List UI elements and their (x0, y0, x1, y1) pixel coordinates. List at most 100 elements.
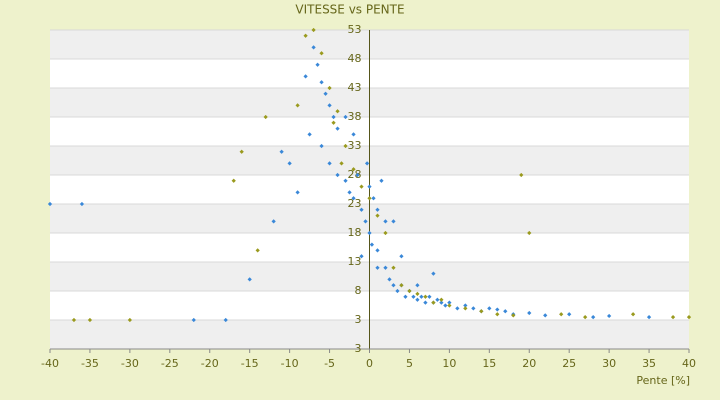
point (519, 172, 524, 178)
point (591, 314, 596, 320)
y-tick-label: 38 (348, 110, 362, 123)
point (247, 277, 252, 282)
x-tick-label: 10 (442, 357, 456, 370)
point (411, 294, 416, 299)
point (427, 294, 432, 299)
y-tick-label: 18 (348, 226, 362, 239)
x-tick-label: -35 (81, 357, 99, 370)
y-tick-label: 28 (348, 168, 362, 181)
point (423, 294, 428, 299)
x-tick-label: -40 (41, 357, 59, 370)
point (359, 184, 364, 189)
point (646, 314, 652, 320)
point (387, 277, 392, 282)
point (383, 230, 388, 236)
point (503, 309, 508, 314)
point (191, 317, 196, 323)
point (79, 201, 85, 207)
point (369, 242, 375, 247)
point (447, 300, 452, 305)
point (435, 297, 440, 302)
y-tick-label: 48 (348, 52, 362, 65)
x-tick-label: 15 (482, 357, 496, 370)
point (443, 303, 448, 308)
point (415, 283, 420, 288)
point (463, 306, 468, 311)
x-tick-label: -10 (281, 357, 299, 370)
point (439, 297, 444, 302)
point (287, 161, 292, 166)
point (47, 201, 53, 207)
point (343, 143, 348, 149)
point (567, 312, 572, 317)
y-tick-label: 23 (348, 197, 362, 210)
point (407, 288, 412, 294)
point (335, 172, 340, 178)
point (670, 314, 676, 320)
point (367, 230, 372, 236)
point (403, 294, 408, 299)
point (343, 178, 348, 183)
point (463, 303, 468, 308)
point (607, 313, 612, 319)
point (455, 306, 460, 311)
point (231, 178, 236, 183)
point (319, 143, 324, 149)
point (391, 283, 396, 288)
point (295, 190, 300, 195)
point (239, 149, 244, 154)
point (351, 167, 356, 172)
point (351, 196, 356, 201)
point (415, 297, 420, 302)
y-tick-label: 3 (355, 313, 362, 326)
point (415, 291, 420, 297)
point (487, 306, 492, 311)
point (375, 207, 380, 212)
point (271, 219, 276, 224)
y-tick-label: 13 (348, 255, 362, 268)
point (359, 254, 364, 259)
x-tick-label: 20 (522, 357, 536, 370)
point (543, 313, 548, 318)
x-tick-label: 30 (602, 357, 616, 370)
y-tick-label: 33 (348, 139, 362, 152)
x-tick-label: 40 (682, 357, 696, 370)
point (479, 309, 484, 314)
point (371, 196, 376, 201)
point (391, 219, 396, 224)
point (495, 307, 500, 312)
point (447, 303, 452, 308)
x-tick-label: 0 (366, 357, 373, 370)
point (127, 317, 132, 323)
point (279, 149, 284, 154)
point (431, 300, 436, 305)
point (399, 283, 404, 288)
point (339, 161, 344, 166)
x-tick-label: -5 (324, 357, 335, 370)
point (367, 196, 372, 201)
point (359, 207, 364, 212)
point (383, 219, 388, 224)
point (355, 172, 360, 178)
point (375, 213, 380, 218)
point (375, 265, 380, 270)
point (223, 317, 228, 323)
x-tick-label: -20 (201, 357, 219, 370)
y-tick-label: 43 (348, 81, 362, 94)
chart-title: VITESSE vs PENTE (295, 3, 404, 17)
point (527, 230, 532, 236)
point (511, 313, 516, 318)
point (439, 300, 444, 305)
point (431, 271, 436, 276)
point (423, 300, 428, 305)
x-axis-title: Pente [%] (636, 374, 690, 387)
point (383, 265, 388, 270)
point (347, 190, 352, 195)
x-tick-label: 35 (642, 357, 656, 370)
x-tick-label: -15 (241, 357, 259, 370)
point (307, 132, 312, 137)
point (363, 219, 368, 224)
point (559, 312, 564, 317)
point (364, 161, 370, 166)
